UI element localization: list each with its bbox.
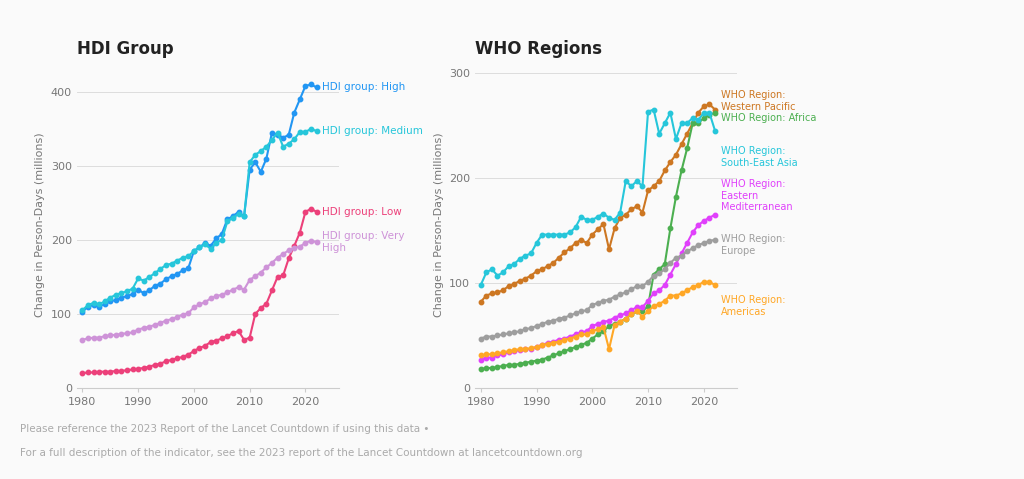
Text: WHO Region:
Americas: WHO Region: Americas	[721, 295, 785, 317]
Y-axis label: Change in Person-Days (millions): Change in Person-Days (millions)	[35, 133, 45, 318]
Text: HDI group: Medium: HDI group: Medium	[323, 126, 423, 136]
Text: WHO Region:
Europe: WHO Region: Europe	[721, 234, 785, 256]
Text: HDI group: Low: HDI group: Low	[323, 207, 401, 217]
Text: HDI group: High: HDI group: High	[323, 82, 406, 92]
Text: HDI Group: HDI Group	[77, 40, 173, 58]
Text: WHO Region:
Western Pacific: WHO Region: Western Pacific	[721, 91, 795, 112]
Text: WHO Region:
Eastern
Mediterranean: WHO Region: Eastern Mediterranean	[721, 179, 793, 212]
Text: HDI group: Very
High: HDI group: Very High	[323, 231, 404, 253]
Y-axis label: Change in Person-Days (millions): Change in Person-Days (millions)	[433, 133, 443, 318]
Text: Please reference the 2023 Report of the Lancet Countdown if using this data •: Please reference the 2023 Report of the …	[20, 424, 430, 434]
Text: For a full description of the indicator, see the 2023 report of the Lancet Count: For a full description of the indicator,…	[20, 448, 583, 458]
Text: WHO Regions: WHO Regions	[475, 40, 602, 58]
Text: WHO Region:
South-East Asia: WHO Region: South-East Asia	[721, 146, 797, 168]
Text: WHO Region: Africa: WHO Region: Africa	[721, 113, 816, 123]
